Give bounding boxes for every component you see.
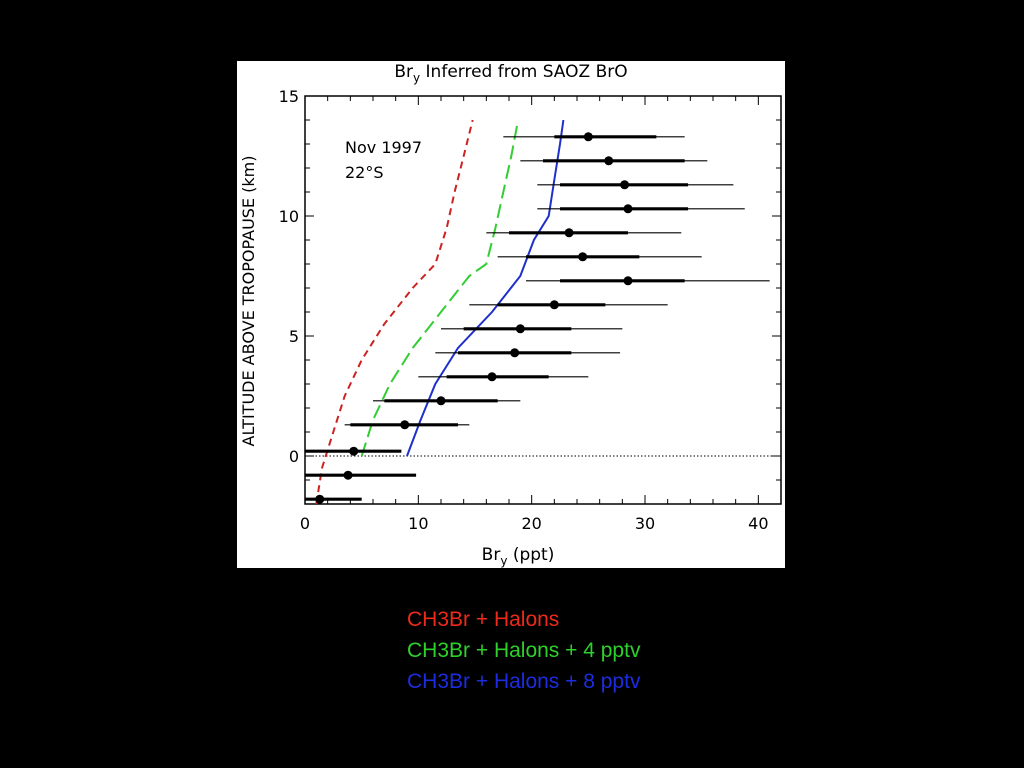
y-tick-labels: 0 5 10 15: [279, 87, 299, 466]
x-tick-label: 20: [521, 514, 541, 533]
chart-title: Bry Inferred from SAOZ BrO: [394, 62, 627, 85]
obs-point: [515, 324, 525, 334]
x-tick-label: 30: [635, 514, 655, 533]
chart-panel: Bry Inferred from SAOZ BrO 0 5 10 15 0 10 20 3…: [237, 61, 785, 568]
obs-point: [349, 446, 359, 456]
y-tick-label: 5: [289, 327, 299, 346]
y-axis-label: ALTITUDE ABOVE TROPOPAUSE (km): [239, 156, 258, 447]
obs-point: [623, 204, 633, 214]
obs-point: [487, 372, 497, 382]
obs-point: [436, 396, 446, 406]
obs-point: [315, 494, 325, 504]
obs-point: [620, 180, 630, 190]
model-curves: [315, 119, 565, 505]
bry-altitude-chart: Bry Inferred from SAOZ BrO 0 5 10 15 0 10 20 3…: [239, 62, 782, 568]
legend: CH3Br + Halons CH3Br + Halons + 4 pptv C…: [407, 604, 640, 697]
y-tick-label: 10: [279, 207, 299, 226]
obs-point: [578, 252, 588, 262]
legend-item-ch3br-halons-4pptv: CH3Br + Halons + 4 pptv: [407, 639, 641, 662]
x-tick-label: 40: [748, 514, 768, 533]
axis-ticks: [304, 95, 782, 505]
x-tick-label: 10: [408, 514, 428, 533]
y-tick-label: 15: [279, 87, 299, 106]
obs-point: [510, 348, 520, 358]
annotation-latitude: 22°S: [345, 163, 384, 182]
y-tick-label: 0: [289, 447, 299, 466]
annotation-date: Nov 1997: [345, 138, 422, 157]
obs-point: [583, 132, 593, 142]
obs-point: [343, 470, 353, 480]
obs-point: [564, 228, 574, 238]
x-axis-label: Bry (ppt): [482, 545, 555, 568]
obs-point: [400, 420, 410, 430]
model-curve-2: [360, 119, 520, 457]
obs-point: [549, 300, 559, 310]
plot-frame: [304, 95, 782, 505]
legend-item-ch3br-halons-8pptv: CH3Br + Halons + 8 pptv: [407, 670, 641, 693]
model-curve-3: [406, 119, 565, 457]
observations: [305, 132, 770, 504]
obs-point: [623, 276, 633, 286]
x-tick-label: 0: [300, 514, 310, 533]
model-curve-1: [315, 119, 474, 505]
obs-point: [604, 156, 614, 166]
x-tick-labels: 0 10 20 30 40: [300, 514, 769, 533]
legend-item-ch3br-halons: CH3Br + Halons: [407, 608, 560, 631]
